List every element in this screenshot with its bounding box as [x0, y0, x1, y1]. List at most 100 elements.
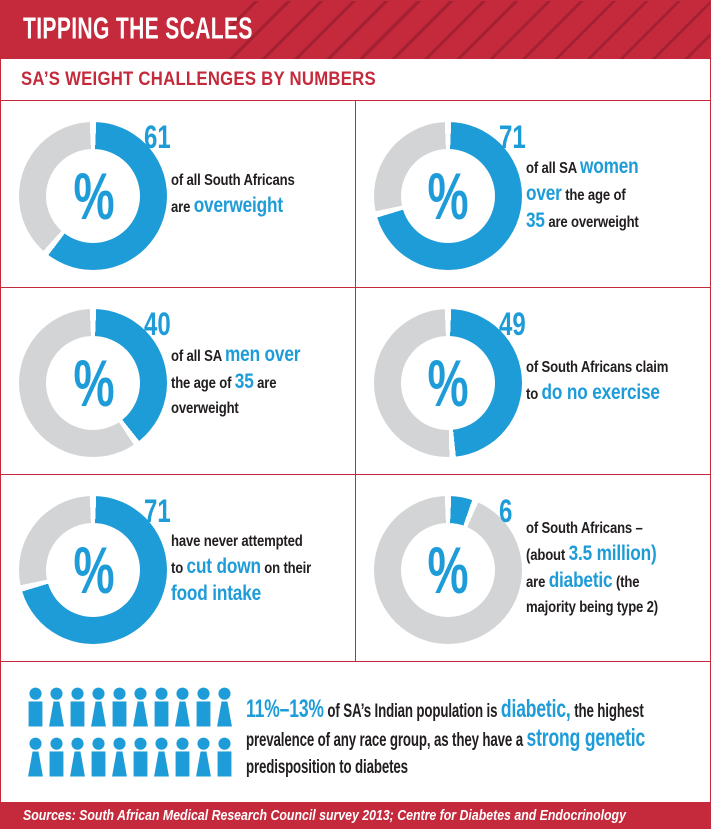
pictogram-icon-grid: [26, 685, 236, 780]
percent-symbol: %: [73, 159, 114, 233]
plain-text: the highest prevalence of any race group…: [246, 701, 644, 751]
stat-caption-text: of South Africans claim to do no exercis…: [526, 355, 668, 407]
person-female-icon: [215, 685, 236, 730]
stat-caption: have never attempted to cut down on thei…: [171, 475, 355, 661]
person-female-icon: [47, 685, 68, 730]
person-female-icon: [110, 735, 131, 780]
highlight-text: food intake: [171, 581, 262, 605]
highlight-text: 11%–13%: [246, 695, 324, 723]
sources-text: Sources: South African Medical Research …: [23, 807, 626, 824]
plain-text: of South Africans claim to: [525, 359, 668, 403]
plain-text: predisposition to diabetes: [246, 757, 408, 778]
plain-text: are: [525, 574, 545, 591]
person-female-icon: [26, 735, 47, 780]
stat-panel: % 61 of all South Africans are overweigh…: [1, 101, 356, 288]
donut-chart: %: [19, 309, 167, 457]
person-male-icon: [26, 685, 47, 730]
highlight-text: diabetic: [548, 569, 612, 592]
donut-hole: %: [46, 149, 140, 243]
plain-text: the age of: [564, 186, 626, 204]
plain-text: have never attempted to: [171, 532, 303, 577]
plain-text: of all SA: [525, 159, 580, 177]
plain-text: are overweight: [544, 213, 639, 231]
stat-value: 49: [498, 306, 526, 342]
plain-text: are overweight: [171, 374, 277, 417]
donut-hole: %: [46, 336, 140, 430]
stat-panel: % 71 have never attempted to cut down on…: [1, 475, 356, 662]
stat-value: 71: [498, 119, 526, 155]
person-female-icon: [131, 685, 152, 730]
person-male-icon: [152, 685, 173, 730]
person-male-icon: [215, 735, 236, 780]
stat-caption: of all SA women over the age of 35 are o…: [526, 101, 711, 287]
header-banner: TIPPING THE SCALES: [1, 1, 710, 59]
stat-value: 40: [144, 306, 171, 342]
person-male-icon: [194, 685, 215, 730]
stat-caption: of all SA men over the age of 35 are ove…: [171, 288, 355, 474]
percent-symbol: %: [427, 533, 469, 607]
donut-hole: %: [400, 336, 495, 430]
person-female-icon: [89, 685, 110, 730]
person-female-icon: [68, 735, 89, 780]
stat-caption-text: of all South Africans are overweight: [171, 168, 295, 220]
highlight-text: do no exercise: [541, 381, 660, 404]
percent-symbol: %: [427, 159, 469, 233]
plain-text: the age of: [171, 374, 232, 392]
highlight-text: overweight: [193, 194, 283, 217]
stat-caption-text: of South Africans – (about 3.5 million) …: [526, 516, 658, 620]
stat-caption-text: have never attempted to cut down on thei…: [171, 529, 311, 608]
highlight-text: cut down: [186, 554, 261, 578]
person-female-icon: [152, 735, 173, 780]
highlight-text: 3.5 million): [568, 542, 657, 565]
plain-text: (the majority being type 2): [525, 574, 658, 616]
page-title: TIPPING THE SCALES: [23, 10, 253, 46]
person-female-icon: [173, 685, 194, 730]
donut-hole: %: [400, 149, 495, 243]
stat-caption: of South Africans claim to do no exercis…: [526, 288, 711, 474]
highlight-text: 35: [525, 208, 545, 232]
highlight-text: 35: [234, 369, 254, 393]
donut-chart: %: [19, 496, 167, 644]
donut-chart: %: [373, 496, 522, 644]
person-male-icon: [89, 735, 110, 780]
footer-bar: Sources: South African Medical Research …: [1, 802, 710, 828]
plain-text: on their: [264, 559, 312, 577]
subtitle-bar: SA’S WEIGHT CHALLENGES BY NUMBERS: [1, 59, 710, 101]
pictogram-panel: 11%–13% of SA’s Indian population is dia…: [1, 662, 710, 802]
stat-caption: of all South Africans are overweight: [171, 101, 355, 287]
person-male-icon: [173, 735, 194, 780]
stat-panel: % 49 of South Africans claim to do no ex…: [355, 288, 711, 475]
plain-text: of SA’s Indian population is: [323, 701, 501, 722]
person-female-icon: [194, 735, 215, 780]
highlight-text: strong genetic: [526, 724, 646, 752]
stat-panel: % 6 of South Africans – (about 3.5 milli…: [355, 475, 711, 662]
donut-hole: %: [46, 523, 140, 617]
donut-hole: %: [400, 523, 495, 617]
subtitle-text: SA’S WEIGHT CHALLENGES BY NUMBERS: [21, 68, 376, 90]
percent-symbol: %: [427, 346, 469, 420]
diagonal-stripes-decoration: [226, 1, 710, 59]
stat-panel: % 71 of all SA women over the age of 35 …: [355, 101, 711, 288]
stat-caption-text: of all SA men over the age of 35 are ove…: [171, 342, 300, 421]
person-male-icon: [110, 685, 131, 730]
pictogram-caption: 11%–13% of SA’s Indian population is dia…: [246, 696, 708, 781]
person-male-icon: [68, 685, 89, 730]
stat-caption-text: of all SA women over the age of 35 are o…: [526, 154, 639, 235]
stat-caption: of South Africans – (about 3.5 million) …: [526, 475, 711, 661]
person-male-icon: [47, 735, 68, 780]
donut-chart: %: [373, 309, 522, 457]
plain-text: of all SA: [171, 347, 226, 365]
donut-chart: %: [19, 122, 167, 270]
percent-symbol: %: [73, 346, 114, 420]
donut-chart: %: [373, 122, 522, 270]
highlight-text: men over: [225, 342, 301, 366]
person-male-icon: [131, 735, 152, 780]
stat-value: 71: [144, 493, 171, 529]
highlight-text: diabetic,: [500, 695, 571, 723]
stat-value: 61: [144, 119, 171, 155]
highlight-text: women over: [525, 154, 639, 205]
percent-symbol: %: [73, 533, 114, 607]
plain-text: of all South Africans are: [171, 172, 295, 216]
stat-panel: % 40 of all SA men over the age of 35 ar…: [1, 288, 356, 475]
